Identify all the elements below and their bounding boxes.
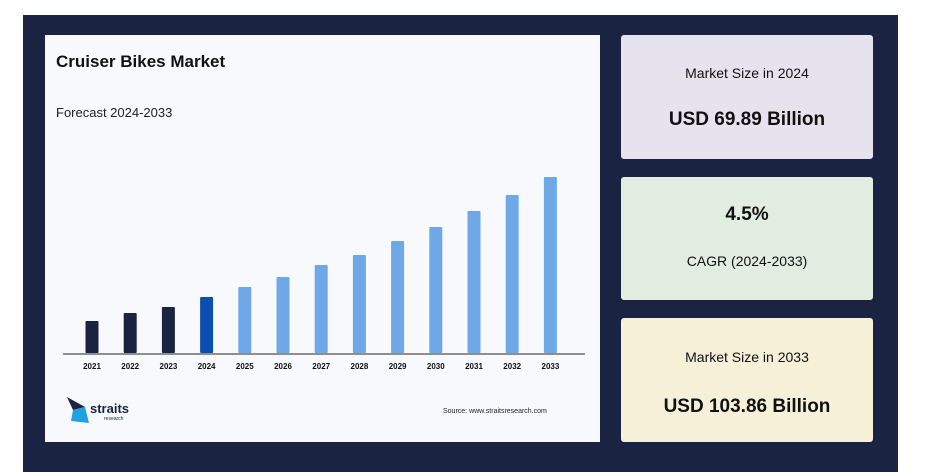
- bar-2021: [85, 321, 99, 353]
- bar-2028: [352, 255, 366, 353]
- x-tick-label: 2027: [312, 362, 330, 371]
- card-value: USD 103.86 Billion: [663, 396, 831, 417]
- bar-chart: 2021 2022 2023 2024 2025 2026 2027 2028 2029 2030…: [63, 177, 585, 371]
- bar-2029: [391, 241, 405, 353]
- bar-2027: [314, 265, 328, 353]
- card-label: CAGR (2024-2033): [686, 253, 808, 269]
- x-tick-label: 2033: [542, 362, 560, 371]
- cagr-card: 4.5% CAGR (2024-2033): [621, 177, 873, 300]
- x-tick-label: 2030: [427, 362, 445, 371]
- card-label: Market Size in 2024: [685, 65, 809, 81]
- x-tick-label: 2031: [465, 362, 483, 371]
- x-tick-label: 2024: [198, 362, 216, 371]
- x-tick-label: 2028: [351, 362, 369, 371]
- logo-name: straits: [90, 401, 130, 416]
- bar-2023: [161, 307, 175, 353]
- x-tick-label: 2026: [274, 362, 292, 371]
- straits-logo: straits research: [67, 397, 157, 427]
- x-tick-label: 2029: [389, 362, 407, 371]
- bar-2024: [200, 297, 214, 353]
- card-value: 4.5%: [725, 204, 769, 225]
- market-size-2024-card: Market Size in 2024 USD 69.89 Billion: [621, 35, 873, 159]
- chart-title: Cruiser Bikes Market: [56, 52, 226, 71]
- logo-mark-icon: [67, 397, 89, 423]
- card-label: Market Size in 2033: [685, 349, 809, 365]
- bar-2022: [123, 313, 137, 353]
- x-tick-label: 2022: [121, 362, 139, 371]
- bar-2025: [238, 287, 252, 353]
- x-tick-label: 2025: [236, 362, 254, 371]
- bar-2032: [505, 195, 519, 353]
- bar-2030: [429, 227, 443, 353]
- bar-2031: [467, 211, 481, 353]
- bar-2033: [543, 177, 557, 353]
- x-tick-label: 2032: [503, 362, 521, 371]
- card-value: USD 69.89 Billion: [668, 109, 826, 130]
- logo-sub: research: [104, 416, 124, 422]
- source-note: Source: www.straitsresearch.com: [443, 408, 547, 415]
- chart-panel: Cruiser Bikes Market Forecast 2024-2033 …: [45, 35, 600, 442]
- x-tick-label: 2023: [160, 362, 178, 371]
- chart-subtitle: Forecast 2024-2033: [56, 105, 173, 120]
- market-size-2033-card: Market Size in 2033 USD 103.86 Billion: [621, 318, 873, 442]
- x-tick-label: 2021: [83, 362, 101, 371]
- bar-2026: [276, 277, 290, 353]
